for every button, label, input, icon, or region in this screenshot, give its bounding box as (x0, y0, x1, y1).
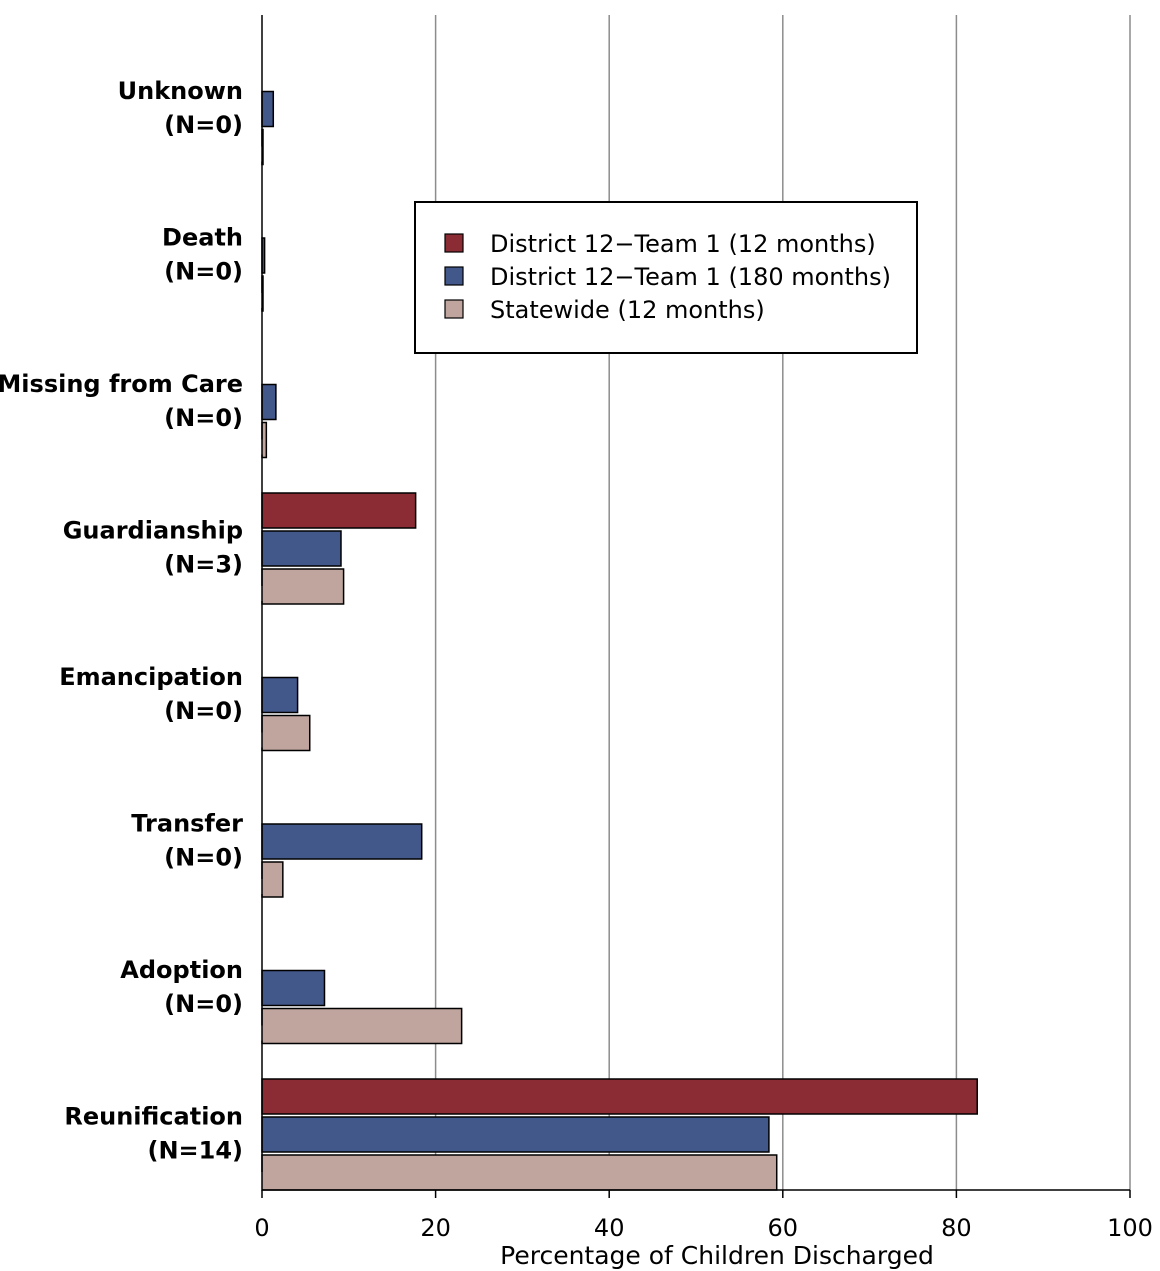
category-count: (N=0) (164, 990, 243, 1018)
x-tick-label: 100 (1107, 1214, 1153, 1242)
bar (261, 714, 311, 752)
category-label: Unknown (118, 77, 243, 105)
legend-swatch (444, 233, 464, 253)
axes (261, 15, 1131, 1198)
category-label: Reunification (64, 1103, 243, 1131)
x-tick-label: 20 (420, 1214, 451, 1242)
x-tick-label: 80 (941, 1214, 972, 1242)
category-labels: Unknown (N=0) Death (N=0) Missing from Care (… (0, 77, 243, 1165)
category-count: (N=0) (164, 697, 243, 725)
legend-label: District 12−Team 1 (180 months) (490, 263, 891, 291)
category-label: Death (162, 224, 243, 252)
bar (261, 1116, 770, 1153)
bar (261, 1078, 978, 1115)
x-tick-labels: 0 20 40 60 80 100 (254, 1214, 1153, 1242)
category-label: Adoption (120, 956, 243, 984)
category-label: Guardianship (63, 517, 243, 545)
legend-swatch (444, 299, 464, 319)
legend-label: Statewide (12 months) (490, 296, 765, 324)
category-count: (N=14) (147, 1137, 243, 1165)
x-tick-label: 0 (254, 1214, 269, 1242)
bar (261, 1007, 463, 1045)
legend: District 12−Team 1 (12 months) District 1… (414, 201, 918, 354)
bar (261, 383, 277, 421)
bars (261, 90, 978, 1191)
category-count: (N=3) (164, 551, 243, 579)
category-count: (N=0) (164, 404, 243, 432)
category-count: (N=0) (164, 111, 243, 139)
bar (261, 492, 417, 529)
bar (261, 421, 268, 459)
category-count: (N=0) (164, 258, 243, 286)
bar (261, 530, 342, 567)
bar (261, 823, 423, 860)
bar (261, 676, 299, 714)
grid-lines (434, 15, 1131, 1190)
bar (261, 861, 284, 898)
category-label: Transfer (131, 810, 243, 838)
x-tick-label: 40 (594, 1214, 625, 1242)
category-count: (N=0) (164, 844, 243, 872)
legend-label: District 12−Team 1 (12 months) (490, 230, 876, 258)
category-label: Missing from Care (0, 370, 243, 398)
legend-box (414, 201, 918, 354)
bar (261, 1154, 778, 1191)
legend-swatch (444, 266, 464, 286)
category-label: Emancipation (59, 663, 243, 691)
x-tick-label: 60 (768, 1214, 799, 1242)
x-axis-title: Percentage of Children Discharged (500, 1241, 934, 1270)
bar (261, 568, 345, 605)
bar (261, 90, 275, 128)
bar (261, 969, 326, 1007)
